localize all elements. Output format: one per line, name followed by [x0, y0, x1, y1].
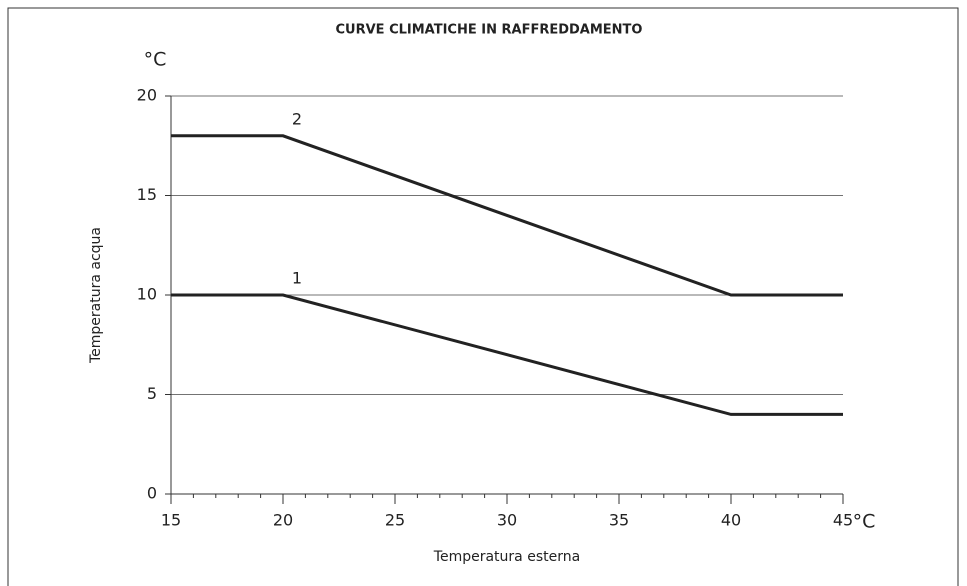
x-tick-label: 35	[609, 511, 629, 530]
x-tick-label: 45	[833, 511, 853, 530]
y-tick-label: 0	[147, 484, 157, 503]
y-axis-label: Temperatura acqua	[88, 227, 104, 364]
series-label: 2	[292, 109, 302, 128]
x-tick-label: 15	[161, 511, 181, 530]
y-tick-label: 20	[137, 86, 157, 105]
x-tick-label: 20	[273, 511, 293, 530]
chart-title: CURVE CLIMATICHE IN RAFFREDDAMENTO	[336, 23, 643, 38]
y-tick-label: 5	[147, 384, 157, 403]
x-axis-label: Temperatura esterna	[433, 549, 580, 565]
y-unit-label: °C	[144, 49, 167, 71]
series-line	[171, 293, 843, 416]
series-label: 1	[292, 269, 302, 288]
x-tick-label: 30	[497, 511, 517, 530]
y-tick-label: 15	[137, 185, 157, 204]
frame	[7, 7, 959, 586]
x-unit-label: °C	[853, 511, 876, 533]
x-tick-label: 40	[721, 511, 741, 530]
x-tick-label: 25	[385, 511, 405, 530]
series-line	[171, 134, 843, 297]
y-tick-label: 10	[137, 285, 157, 304]
